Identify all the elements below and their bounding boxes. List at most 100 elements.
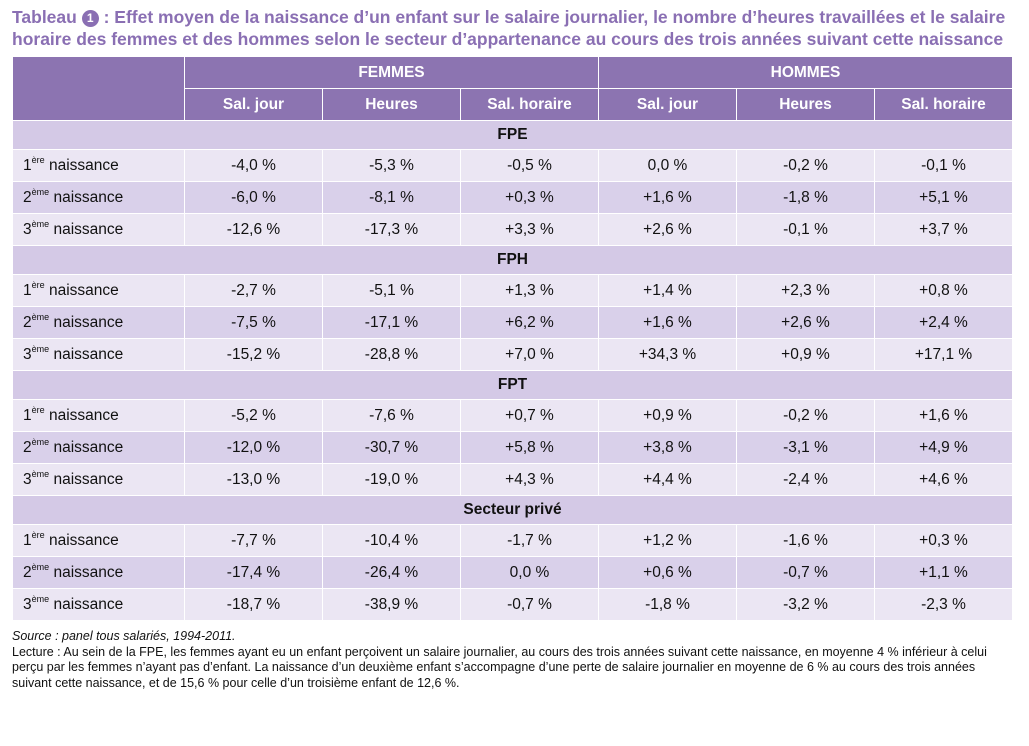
table-body: FPE 1ère naissance -4,0 % -5,3 % -0,5 % 0,0 %…	[11, 120, 1014, 621]
row-ordinal: 3	[23, 220, 32, 238]
table-row: 2ème naissance -17,4 % -26,4 % 0,0 % +0,6 % -…	[12, 556, 1014, 589]
row-ordinal: 3	[23, 470, 32, 488]
table-cell: +1,6 %	[598, 181, 737, 214]
title-prefix: Tableau	[12, 7, 77, 27]
table-footer: Source : panel tous salariés, 1994-2011.…	[12, 629, 1017, 691]
header-corner	[12, 56, 185, 121]
section-row: FPE	[11, 120, 1014, 150]
table-cell: -12,6 %	[184, 213, 323, 246]
table-cell: -28,8 %	[322, 338, 461, 371]
table-cell: -0,1 %	[873, 149, 1014, 182]
row-label-text: naissance	[53, 345, 124, 363]
table-cell: +0,3 %	[873, 524, 1014, 557]
reading-note: Lecture : Au sein de la FPE, les femmes …	[12, 644, 987, 690]
table-cell: +0,8 %	[873, 274, 1014, 307]
table-cell: +1,6 %	[598, 306, 737, 339]
row-label: 3ème naissance	[12, 213, 185, 246]
table-row: 3ème naissance -18,7 % -38,9 % -0,7 % -1,8 %…	[12, 588, 1014, 621]
section-title: Secteur privé	[11, 495, 1014, 525]
table-row: 2ème naissance -12,0 % -30,7 % +5,8 % +3,8 %…	[12, 431, 1014, 464]
row-ordinal-suffix: ème	[31, 468, 50, 479]
table-cell: -38,9 %	[322, 588, 461, 621]
row-label: 3ème naissance	[12, 338, 185, 371]
table-cell: -1,8 %	[736, 181, 875, 214]
row-label: 3ème naissance	[12, 588, 185, 621]
row-label: 2ème naissance	[12, 431, 185, 464]
table-cell: -13,0 %	[184, 463, 323, 496]
row-ordinal-suffix: ère	[31, 279, 45, 290]
table-cell: -0,5 %	[460, 149, 599, 182]
section-row: Secteur privé	[11, 495, 1014, 525]
table-cell: -18,7 %	[184, 588, 323, 621]
table-cell: +34,3 %	[598, 338, 737, 371]
row-ordinal: 1	[23, 406, 32, 424]
table-cell: +3,3 %	[460, 213, 599, 246]
table-cell: -1,8 %	[598, 588, 737, 621]
table-cell: -7,7 %	[184, 524, 323, 557]
row-label: 1ère naissance	[12, 149, 185, 182]
row-ordinal-suffix: ème	[31, 343, 50, 354]
data-table: FEMMES HOMMES Sal. jour Heures Sal. hora…	[11, 56, 1014, 621]
row-ordinal: 3	[23, 345, 32, 363]
row-ordinal: 1	[23, 531, 32, 549]
table-cell: +1,3 %	[460, 274, 599, 307]
table-cell: -0,7 %	[736, 556, 875, 589]
table-cell: -0,1 %	[736, 213, 875, 246]
row-label-text: naissance	[53, 188, 124, 206]
row-label-text: naissance	[53, 220, 124, 238]
section-row: FPH	[11, 245, 1014, 275]
table-cell: -17,4 %	[184, 556, 323, 589]
table-cell: -5,1 %	[322, 274, 461, 307]
table-cell: +3,7 %	[873, 213, 1014, 246]
table-cell: +2,4 %	[873, 306, 1014, 339]
table-row: 1ère naissance -4,0 % -5,3 % -0,5 % 0,0 % -0,…	[12, 149, 1014, 182]
header-column-row: Sal. jour Heures Sal. horaire Sal. jour …	[13, 88, 1014, 121]
table-cell: +1,4 %	[598, 274, 737, 307]
section-title: FPE	[11, 120, 1014, 150]
table-cell: -8,1 %	[322, 181, 461, 214]
title-text: : Effet moyen de la naissance d’un enfan…	[12, 7, 1006, 49]
section-title: FPH	[11, 245, 1014, 275]
row-ordinal-suffix: ère	[31, 404, 45, 415]
table-cell: +4,9 %	[873, 431, 1014, 464]
table-cell: -2,4 %	[736, 463, 875, 496]
table-row: 3ème naissance -15,2 % -28,8 % +7,0 % +34,3 …	[12, 338, 1014, 371]
row-ordinal-suffix: ème	[31, 186, 50, 197]
column-header: Sal. jour	[598, 88, 737, 121]
row-ordinal-suffix: ème	[31, 218, 50, 229]
table-cell: -1,7 %	[460, 524, 599, 557]
row-ordinal-suffix: ème	[31, 311, 50, 322]
row-label-text: naissance	[48, 531, 119, 549]
table-row: 1ère naissance -2,7 % -5,1 % +1,3 % +1,4 % +2…	[12, 274, 1014, 307]
table-row: 3ème naissance -12,6 % -17,3 % +3,3 % +2,6 %…	[12, 213, 1014, 246]
table-cell: -26,4 %	[322, 556, 461, 589]
table-cell: -10,4 %	[322, 524, 461, 557]
row-label: 2ème naissance	[12, 306, 185, 339]
table-cell: +0,7 %	[460, 399, 599, 432]
row-label-text: naissance	[53, 438, 124, 456]
table-cell: -12,0 %	[184, 431, 323, 464]
column-header: Sal. horaire	[460, 88, 599, 121]
table-cell: -4,0 %	[184, 149, 323, 182]
row-ordinal-suffix: ère	[31, 529, 45, 540]
table-cell: +7,0 %	[460, 338, 599, 371]
header-group-hommes: HOMMES	[597, 56, 1014, 89]
row-ordinal: 1	[23, 156, 32, 174]
row-ordinal: 2	[23, 563, 32, 581]
row-label: 2ème naissance	[12, 556, 185, 589]
row-ordinal: 1	[23, 281, 32, 299]
table-cell: +4,6 %	[873, 463, 1014, 496]
table-row: 3ème naissance -13,0 % -19,0 % +4,3 % +4,4 %…	[12, 463, 1014, 496]
table-cell: -1,6 %	[736, 524, 875, 557]
table-cell: -17,1 %	[322, 306, 461, 339]
table-row: 1ère naissance -5,2 % -7,6 % +0,7 % +0,9 % -0…	[12, 399, 1014, 432]
table-cell: -2,7 %	[184, 274, 323, 307]
table-cell: -0,2 %	[736, 399, 875, 432]
row-label-text: naissance	[53, 313, 124, 331]
table-row: 1ère naissance -7,7 % -10,4 % -1,7 % +1,2 % -…	[12, 524, 1014, 557]
table-cell: -2,3 %	[873, 588, 1014, 621]
row-label: 3ème naissance	[12, 463, 185, 496]
table-cell: -7,6 %	[322, 399, 461, 432]
column-header: Sal. horaire	[873, 88, 1014, 121]
row-ordinal: 2	[23, 438, 32, 456]
